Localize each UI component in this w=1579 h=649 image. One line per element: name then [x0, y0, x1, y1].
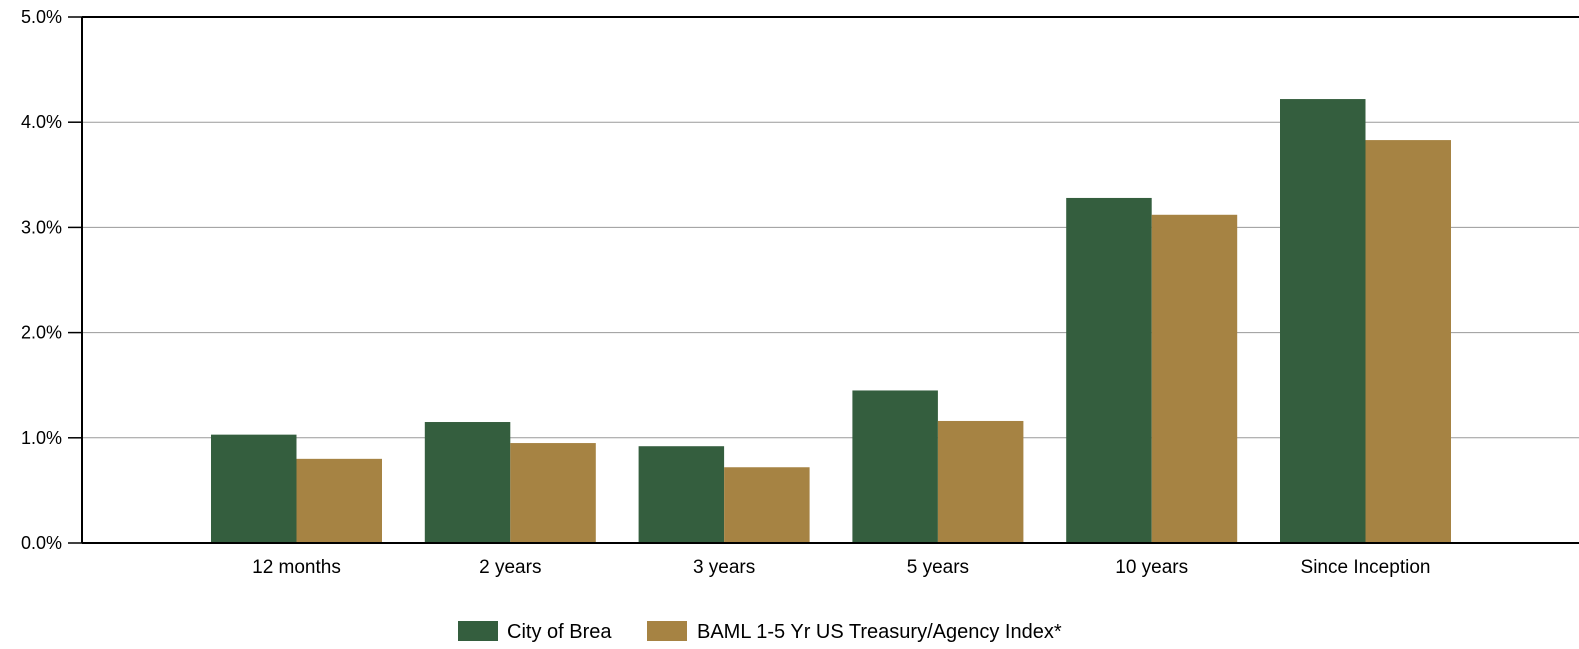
y-tick-label-2: 2.0% — [21, 323, 62, 343]
bar-city-of-brea-3 — [852, 390, 938, 543]
bar-baml-index-0 — [296, 458, 382, 543]
x-category-label-2: 3 years — [693, 557, 755, 578]
bar-baml-index-3 — [937, 420, 1024, 543]
y-tick-labels: 0.0% 1.0% 2.0% 3.0% 4.0% 5.0% — [21, 7, 62, 553]
axes — [68, 16, 1579, 544]
bar-city-of-brea-1 — [424, 422, 511, 543]
bar-city-of-brea-5 — [1280, 99, 1366, 543]
bars — [211, 99, 1451, 544]
bar-baml-index-2 — [724, 467, 810, 543]
x-category-label-3: 5 years — [907, 557, 969, 578]
bar-baml-index-4 — [1151, 214, 1238, 543]
x-category-label-0: 12 months — [252, 557, 341, 578]
legend: City of Brea BAML 1-5 Yr US Treasury/Agen… — [458, 621, 1062, 643]
y-tick-label-0: 0.0% — [21, 533, 62, 553]
bar-city-of-brea-2 — [638, 446, 725, 543]
x-category-label-5: Since Inception — [1301, 557, 1431, 578]
bar-baml-index-1 — [510, 443, 596, 543]
bar-city-of-brea-4 — [1066, 197, 1152, 543]
bar-city-of-brea-0 — [211, 434, 297, 543]
bar-baml-index-5 — [1365, 140, 1451, 544]
y-tick-label-4: 4.0% — [21, 112, 62, 132]
legend-label-0: City of Brea — [507, 621, 612, 643]
y-tick-label-3: 3.0% — [21, 217, 62, 237]
x-category-label-4: 10 years — [1115, 557, 1188, 578]
x-category-labels: 12 months 2 years 3 years 5 years 10 years Si… — [252, 557, 1430, 578]
y-tick-label-5: 5.0% — [21, 7, 62, 27]
x-category-label-1: 2 years — [479, 557, 541, 578]
legend-swatch-1 — [647, 621, 687, 641]
legend-swatch-0 — [458, 621, 498, 641]
legend-label-1: BAML 1-5 Yr US Treasury/Agency Index* — [697, 621, 1062, 643]
y-tick-label-1: 1.0% — [21, 428, 62, 448]
